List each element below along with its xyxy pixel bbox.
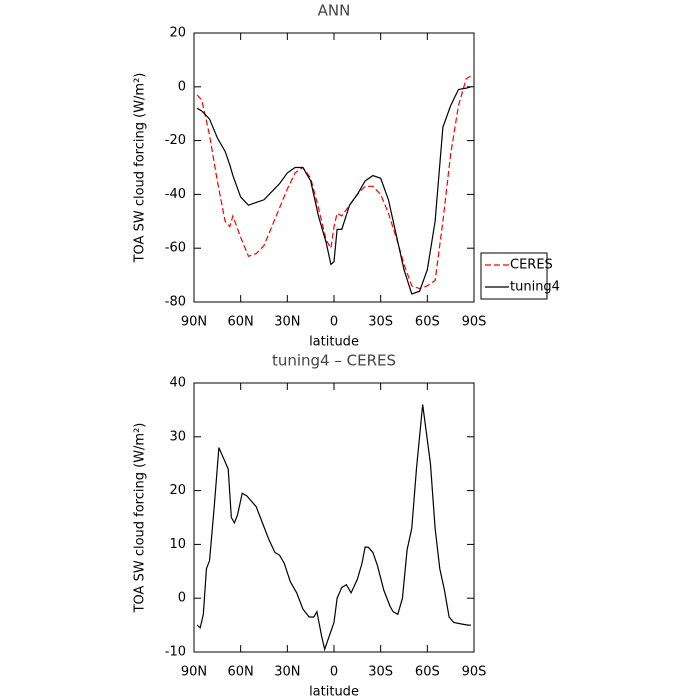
data-line — [196, 75, 472, 290]
x-tick-label: 90S — [462, 315, 487, 330]
y-tick-label: -10 — [165, 645, 186, 660]
y-tick-label: -60 — [165, 241, 186, 256]
x-tick-label: 60N — [228, 315, 254, 330]
plot-frame — [193, 32, 475, 303]
x-tick-label: 90N — [181, 665, 207, 680]
x-tick-label: 30S — [368, 665, 393, 680]
legend-label: CERES — [510, 258, 553, 273]
x-tick-label: 30N — [274, 665, 300, 680]
plot-frame — [193, 382, 475, 653]
y-tick-label: 0 — [178, 591, 186, 606]
y-tick-label: 40 — [169, 376, 186, 391]
y-tick-label: 10 — [169, 537, 186, 552]
y-tick-label: 20 — [169, 483, 186, 498]
x-tick-label: 0 — [330, 665, 338, 680]
x-tick-label: 0 — [330, 315, 338, 330]
y-tick-label: -20 — [165, 133, 186, 148]
data-line — [196, 404, 471, 652]
x-axis-label: latitude — [309, 685, 359, 700]
x-tick-label: 90S — [462, 665, 487, 680]
y-tick-label: 0 — [178, 79, 186, 94]
data-line — [196, 86, 472, 295]
y-tick-label: 20 — [169, 26, 186, 41]
legend-label: tuning4 — [510, 280, 560, 295]
x-tick-label: 60S — [415, 315, 440, 330]
y-tick-label: -40 — [165, 187, 186, 202]
y-tick-label: 30 — [169, 429, 186, 444]
x-axis-label: latitude — [309, 335, 359, 350]
legend-box — [480, 252, 548, 300]
y-tick-label: -80 — [165, 295, 186, 310]
y-axis-label: TOA SW cloud forcing (W/m²) — [133, 73, 148, 264]
x-tick-label: 30S — [368, 315, 393, 330]
chart-title: tuning4 – CERES — [272, 352, 396, 370]
x-tick-label: 60N — [228, 665, 254, 680]
x-tick-label: 30N — [274, 315, 300, 330]
x-tick-label: 60S — [415, 665, 440, 680]
x-tick-label: 90N — [181, 315, 207, 330]
chart-title: ANN — [318, 2, 351, 20]
y-axis-label: TOA SW cloud forcing (W/m²) — [133, 423, 148, 614]
